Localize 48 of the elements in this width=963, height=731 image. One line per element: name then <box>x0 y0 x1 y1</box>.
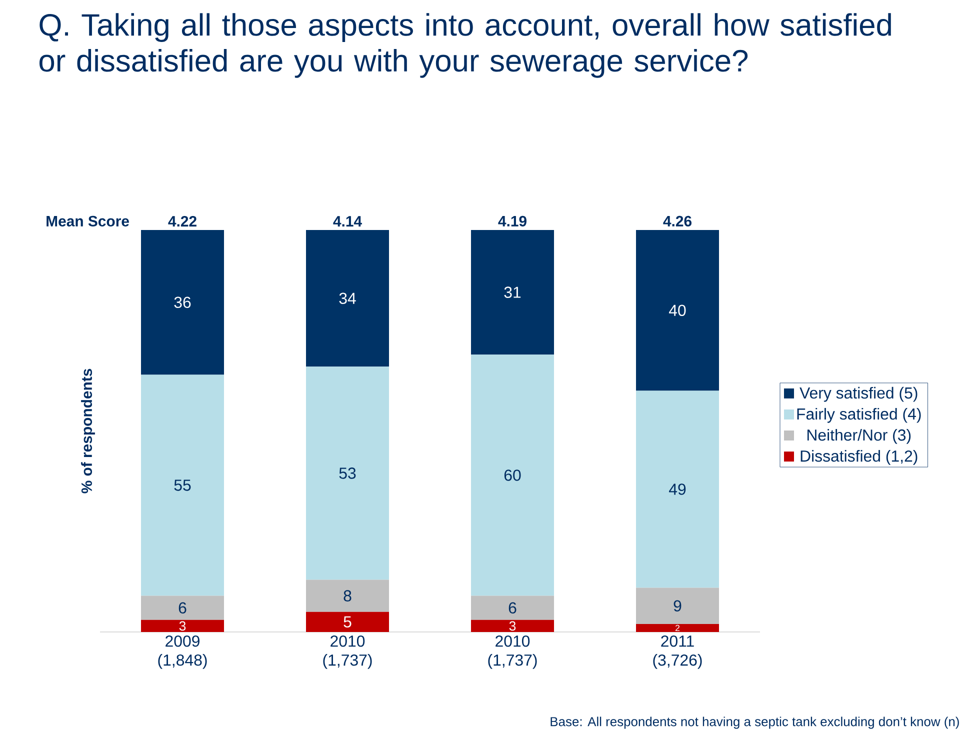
data-label: 34 <box>339 292 356 304</box>
data-label: 3 <box>509 621 516 631</box>
y-axis-title: % of respondents <box>81 368 95 494</box>
data-label: 2 <box>675 624 680 632</box>
x-tick-label: 2010 (1,737) <box>323 636 372 669</box>
data-label: 31 <box>504 286 521 298</box>
bar <box>636 230 720 391</box>
text: 4.22 <box>168 216 196 226</box>
bar <box>636 588 720 624</box>
legend-label: Fairly satisfied (4) <box>797 408 921 423</box>
bar <box>141 374 224 596</box>
text: 4.19 <box>498 216 526 226</box>
data-label: 40 <box>669 304 686 316</box>
data-label: 53 <box>339 468 356 479</box>
data-label: 8 <box>344 590 352 602</box>
legend-label: Very satisfied (5) <box>800 386 918 402</box>
data-label: 49 <box>669 484 686 495</box>
bar <box>141 596 224 620</box>
data-label: 6 <box>508 602 516 614</box>
data-label: 60 <box>504 470 521 481</box>
text: 4.14 <box>333 216 362 226</box>
bar <box>471 620 554 632</box>
legend-label: Neither/Nor (3) <box>807 428 911 444</box>
bar <box>141 230 224 375</box>
bar <box>471 354 554 596</box>
text: Base: All respondents not having a septic tank excluding don’t know (n) <box>550 716 959 729</box>
chart-title: Q. Taking all those aspects into account, overall how satisfied or dissatisfied are you with your sewerage service? <box>40 13 891 78</box>
text: 4.26 <box>663 216 692 226</box>
data-label: 36 <box>174 296 191 308</box>
data-label: 55 <box>174 480 191 491</box>
bar <box>306 580 390 612</box>
bar <box>636 624 720 632</box>
data-label: 3 <box>179 621 186 631</box>
data-label: 5 <box>344 616 352 628</box>
data-label: 9 <box>674 600 682 612</box>
legend-label: Dissatisfied (1,2) <box>800 450 918 465</box>
bar <box>306 230 390 367</box>
x-tick-label: 2011 (3,726) <box>653 636 702 669</box>
bar <box>306 366 390 580</box>
bar <box>636 390 720 588</box>
bar <box>306 612 390 632</box>
data-label: 6 <box>178 602 186 614</box>
x-tick-label: 2009 (1,848) <box>158 636 207 669</box>
bar <box>141 620 224 632</box>
bar <box>471 230 554 355</box>
text: Mean Score <box>46 216 129 226</box>
bar <box>471 596 554 620</box>
x-tick-label: 2010 (1,737) <box>488 636 537 669</box>
